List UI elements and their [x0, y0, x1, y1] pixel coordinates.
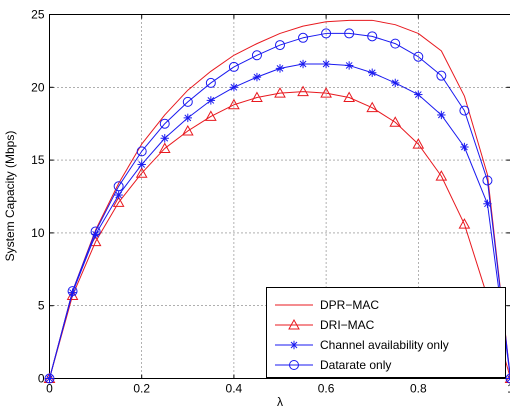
circle-marker [67, 286, 78, 297]
star-marker [252, 72, 262, 82]
x-tick-label: 0.4 [226, 382, 243, 396]
circle-marker [251, 50, 262, 61]
x-tick-label: 1 [507, 382, 510, 396]
star-marker [460, 142, 469, 152]
circle-marker [228, 61, 239, 72]
star-marker [289, 340, 299, 350]
circle-marker [459, 105, 470, 116]
x-tick-label: 0.2 [133, 382, 150, 396]
circle-marker [390, 38, 401, 49]
circle-marker [289, 360, 299, 370]
star-marker [114, 190, 123, 200]
circle-marker [436, 70, 447, 81]
star-marker [160, 134, 169, 143]
y-tick-label: 5 [38, 299, 45, 313]
series-3 [44, 28, 510, 384]
x-tick-label: 0 [46, 382, 53, 396]
circle-marker [205, 77, 216, 88]
legend-item: Channel availability only [275, 338, 449, 352]
triangle-marker [288, 318, 300, 330]
star-marker [437, 110, 446, 120]
star-marker [506, 375, 510, 382]
series-line [49, 32, 510, 379]
y-tick-label: 10 [31, 226, 45, 240]
circle-marker [136, 146, 147, 157]
plot-frame [49, 14, 510, 379]
y-tick-label: 0 [38, 372, 45, 386]
star-marker [344, 61, 354, 70]
star-marker [391, 78, 400, 88]
circle-marker [505, 373, 510, 384]
circle-marker [482, 175, 493, 186]
circle-marker [298, 32, 309, 43]
triangle-marker [135, 167, 148, 178]
series-2 [45, 59, 510, 383]
circle-marker [44, 373, 55, 384]
star-marker [298, 59, 308, 69]
legend-box [266, 287, 506, 378]
y-tick-label: 15 [31, 153, 45, 167]
legend-label: DPR−MAC [320, 298, 379, 312]
circle-marker [344, 28, 355, 39]
circle-marker [367, 31, 378, 42]
circle-marker [113, 181, 124, 192]
y-tick-label: 25 [31, 8, 45, 22]
star-marker [206, 96, 216, 105]
x-tick-label: 0.6 [318, 382, 335, 396]
triangle-marker [181, 124, 194, 136]
y-tick-label: 20 [31, 80, 45, 94]
circle-marker [413, 51, 424, 62]
legend-item: DPR−MAC [275, 298, 379, 312]
legend-label: DRI−MAC [320, 318, 375, 332]
triangle-marker [435, 170, 448, 181]
triangle-marker [458, 218, 471, 229]
x-axis-label: λ [277, 395, 283, 409]
circle-marker [90, 226, 101, 237]
star-marker [368, 68, 377, 77]
x-tick-label: 0.8 [410, 382, 427, 396]
legend-item: Datarate only [275, 358, 391, 372]
triangle-marker [251, 91, 263, 102]
star-marker [321, 59, 331, 69]
y-axis-label: System Capacity (Mbps) [3, 131, 17, 262]
star-marker [229, 83, 239, 92]
triangle-marker [228, 98, 240, 110]
triangle-marker [343, 91, 355, 102]
triangle-marker [412, 138, 425, 149]
triangle-marker [158, 142, 171, 153]
circle-marker [321, 28, 332, 39]
series-line [49, 19, 510, 379]
triangle-marker [389, 116, 402, 127]
legend-item: DRI−MAC [275, 318, 375, 332]
circle-marker [275, 40, 285, 51]
series-line [49, 91, 510, 379]
triangle-marker [274, 87, 286, 98]
triangle-marker [297, 85, 309, 97]
star-marker [137, 160, 146, 169]
triangle-marker [112, 196, 125, 207]
star-marker [183, 113, 192, 123]
legend: DPR−MAC DRI−MAC Channel availability only D… [266, 287, 506, 378]
star-marker [275, 64, 285, 73]
circle-marker [182, 96, 193, 107]
series-group [43, 19, 510, 384]
triangle-marker [320, 87, 332, 98]
circle-marker [159, 118, 170, 129]
triangle-marker [366, 101, 379, 113]
legend-label: Datarate only [320, 358, 391, 372]
triangle-marker [205, 110, 217, 121]
star-marker [414, 90, 423, 99]
series-0 [49, 19, 510, 379]
legend-label: Channel availability only [320, 338, 449, 352]
